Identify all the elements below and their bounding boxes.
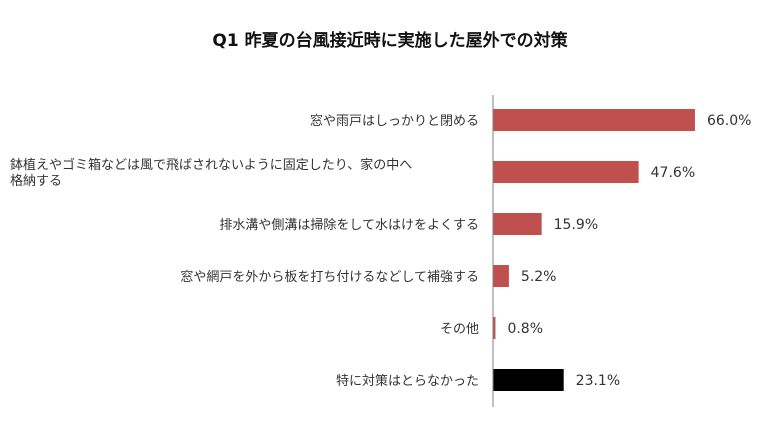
value-label-0: 66.0% xyxy=(707,113,751,129)
category-label-5: 特に対策はとらなかった xyxy=(336,373,479,389)
bar-3 xyxy=(493,265,509,287)
value-label-4: 0.8% xyxy=(507,321,543,337)
chart-title: Q1 昨夏の台風接近時に実施した屋外での対策 xyxy=(212,30,568,51)
category-label-0: 窓や雨戸はしっかりと閉める xyxy=(310,113,479,129)
category-label-4: その他 xyxy=(440,322,479,337)
bar-2 xyxy=(493,213,542,235)
bar-5 xyxy=(493,369,564,391)
bars-layer: 66.0% 窓や雨戸はしっかりと閉める 47.6% 鉢植えやゴミ箱などは風で飛ばされな… xyxy=(10,109,751,391)
bar-1 xyxy=(493,161,639,183)
bar-4 xyxy=(493,317,496,339)
value-label-1: 47.6% xyxy=(651,165,695,181)
category-label-1-line-0: 鉢植えやゴミ箱などは風で飛ばされないように固定したり、家の中へ xyxy=(10,157,412,173)
bar-0 xyxy=(493,109,695,131)
category-label-3: 窓や網戸を外から板を打ち付けるなどして補強する xyxy=(180,269,479,285)
value-label-5: 23.1% xyxy=(576,373,620,389)
value-label-3: 5.2% xyxy=(521,269,557,285)
category-label-1-line-1: 格納する xyxy=(10,173,62,189)
category-label-2: 排水溝や側溝は掃除をして水はけをよくする xyxy=(219,217,479,233)
value-label-2: 15.9% xyxy=(554,217,598,233)
